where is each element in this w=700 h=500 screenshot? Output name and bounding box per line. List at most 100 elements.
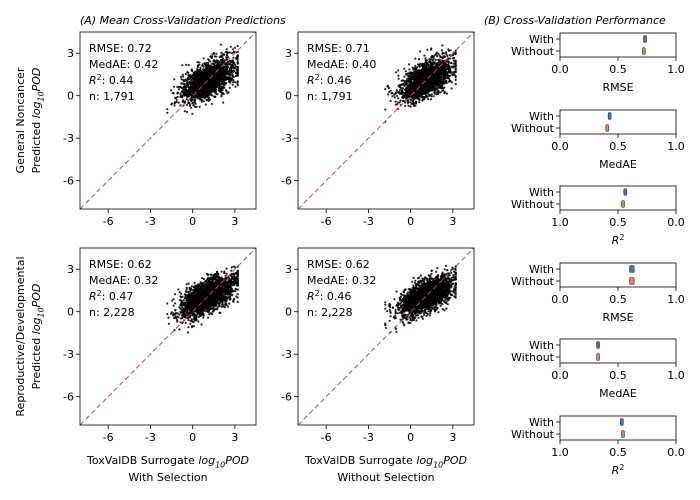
scatter-point — [236, 55, 239, 58]
scatter-point — [228, 76, 231, 79]
scatter-point — [418, 101, 421, 104]
scatter-point — [236, 58, 239, 61]
scatter-point — [431, 78, 434, 81]
scatter-point — [205, 85, 208, 88]
scatter-point — [189, 82, 192, 85]
scatter-point — [179, 104, 182, 107]
scatter-point — [415, 70, 418, 73]
scatter-point — [424, 72, 427, 75]
scatter-point — [192, 82, 195, 85]
scatter-point — [451, 57, 454, 60]
scatter-point — [192, 80, 195, 84]
scatter-point — [409, 92, 412, 95]
scatter-point — [221, 89, 224, 92]
scatter-point — [199, 66, 202, 69]
scatter-point — [194, 102, 197, 105]
scatter-point — [429, 48, 432, 51]
scatter-point — [218, 87, 221, 90]
scatter-point — [211, 86, 214, 89]
scatter-point — [171, 102, 174, 105]
scatter-point — [204, 103, 207, 106]
scatter-point — [192, 291, 195, 294]
scatter-point — [198, 85, 201, 88]
scatter-point — [185, 283, 188, 286]
scatter-point — [193, 87, 196, 90]
scatter-point — [199, 68, 202, 71]
scatter-point — [213, 73, 217, 76]
scatter-point — [219, 43, 222, 46]
scatter-point — [229, 45, 232, 48]
scatter-point — [189, 92, 192, 95]
scatter-point — [220, 51, 223, 55]
scatter-point — [187, 101, 190, 104]
scatter-point — [191, 85, 195, 88]
scatter-point — [192, 104, 195, 107]
scatter-point — [409, 101, 412, 104]
scatter-point — [438, 68, 441, 71]
scatter-point — [419, 72, 422, 75]
scatter-point — [419, 92, 422, 95]
scatter-point — [207, 83, 210, 86]
left-panel-title: (A) Mean Cross-Validation Predictions — [80, 14, 286, 27]
scatter-point — [175, 100, 178, 104]
scatter-point — [203, 91, 207, 94]
scatter-point — [231, 74, 234, 77]
scatter-point — [182, 99, 185, 102]
scatter-point — [199, 89, 202, 92]
scatter-point — [196, 75, 199, 78]
scatter-point — [205, 64, 208, 67]
scatter-point — [167, 316, 170, 319]
scatter-point — [224, 89, 228, 92]
scatter-point — [181, 73, 184, 76]
scatter-point — [430, 93, 433, 96]
scatter-point — [396, 94, 399, 97]
scatter-point — [417, 80, 420, 84]
scatter-point — [196, 67, 199, 70]
scatter-point — [432, 81, 436, 84]
scatter-point — [231, 52, 234, 55]
scatter-point — [179, 92, 182, 95]
scatter-point — [178, 299, 181, 302]
scatter-point — [411, 99, 414, 102]
scatter-point — [175, 317, 178, 320]
scatter-point — [438, 71, 442, 74]
scatter-point — [411, 96, 414, 99]
scatter-point — [425, 95, 428, 98]
scatter-point — [426, 87, 429, 91]
scatter-point — [205, 83, 208, 86]
scatter-point — [450, 61, 453, 65]
scatter-point — [221, 57, 225, 60]
scatter-point — [183, 293, 186, 296]
scatter-point — [445, 53, 448, 56]
scatter-point — [405, 81, 408, 85]
x-tick-label: -3 — [145, 215, 156, 228]
scatter-point — [187, 95, 191, 98]
scatter-point — [407, 78, 410, 81]
scatter-point — [402, 94, 405, 97]
scatter-point — [417, 90, 420, 94]
scatter-point — [452, 59, 456, 62]
scatter-point — [227, 91, 230, 94]
scatter-point — [428, 58, 431, 61]
scatter-point — [203, 94, 207, 97]
scatter-point — [191, 112, 194, 115]
scatter-point — [431, 59, 435, 62]
scatter-point — [212, 51, 215, 55]
scatter-point — [214, 82, 217, 86]
scatter-point — [214, 88, 217, 91]
scatter-point — [445, 71, 449, 74]
scatter-point — [208, 59, 211, 62]
scatter-point — [195, 87, 198, 90]
scatter-point — [170, 89, 173, 92]
scatter-point — [450, 81, 453, 84]
scatter-point — [200, 323, 203, 326]
scatter-point — [430, 82, 433, 85]
scatter-point — [232, 61, 235, 65]
scatter-point — [198, 61, 201, 64]
scatter-point — [434, 65, 437, 68]
scatter-point — [224, 65, 227, 68]
scatter-point — [424, 82, 427, 85]
scatter-point — [416, 63, 420, 66]
scatter-point — [220, 83, 223, 86]
y-tick-label: -3 — [63, 132, 74, 145]
